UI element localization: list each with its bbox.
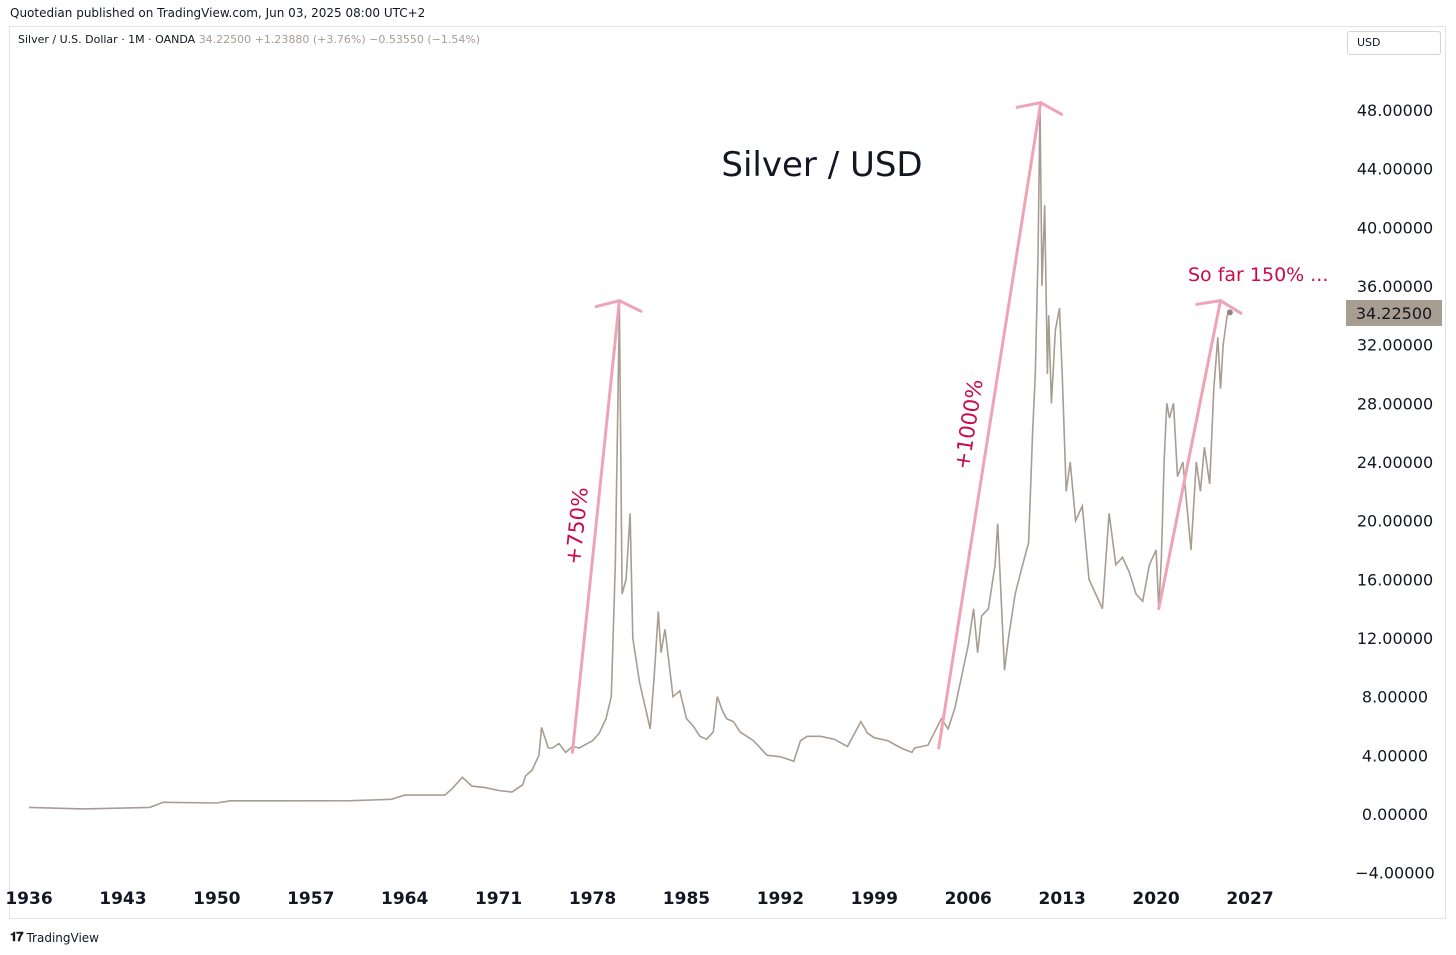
annotation-label: +750% [561, 486, 593, 566]
x-tick-label: 2020 [1132, 889, 1179, 909]
annotation-arrow-head [1218, 299, 1243, 315]
tradingview-brand[interactable]: 𝟏𝟕 TradingView [10, 930, 99, 945]
x-tick-label: 1978 [569, 889, 616, 909]
x-tick-label: 1943 [99, 889, 146, 909]
last-price-tag-bg [1346, 300, 1442, 326]
change-value: +1.23880 (+3.76%) [254, 33, 366, 46]
annotation-arrow-head [594, 299, 621, 309]
annotation-arrow-shaft [570, 299, 621, 754]
currency-button[interactable]: USD [1347, 31, 1441, 55]
annotation-arrows: +750% +1000% So far 150% ... [561, 101, 1328, 754]
tradingview-logo-icon: 𝟏𝟕 [10, 930, 24, 945]
last-price-dot [1226, 309, 1233, 316]
x-tick-label: 2013 [1038, 889, 1085, 909]
y-tick-label: 44.00000 [1357, 160, 1433, 179]
x-tick-label: 1992 [757, 889, 804, 909]
publisher-line: Quotedian published on TradingView.com, … [10, 6, 426, 20]
y-tick-label: −4.00000 [1355, 864, 1435, 883]
x-tick-label: 1964 [381, 889, 428, 909]
symbol-legend: Silver / U.S. Dollar · 1M · OANDA 34.225… [18, 33, 480, 46]
y-tick-label: 32.00000 [1357, 336, 1433, 355]
y-axis: 48.00000 44.00000 40.00000 36.00000 32.00000… [1355, 101, 1435, 883]
symbol-name: Silver / U.S. Dollar · 1M · OANDA [18, 33, 196, 46]
x-axis: 1936 1943 1950 1957 1964 1971 1978 1985 1992 1999… [5, 889, 1273, 909]
last-price-tag: 34.22500 [1346, 300, 1442, 326]
x-tick-label: 2006 [945, 889, 992, 909]
annotation-label: +1000% [950, 377, 988, 471]
annotation-label: So far 150% ... [1188, 264, 1328, 286]
last-price-tag-label: 34.22500 [1356, 304, 1432, 323]
chart-title: Silver / USD [721, 145, 922, 185]
y-tick-label: 16.00000 [1357, 570, 1433, 589]
annotation-arrow-head [1015, 101, 1043, 109]
x-tick-label: 2027 [1226, 889, 1273, 909]
annotation-arrow-head [1195, 299, 1222, 306]
y-tick-label: 4.00000 [1362, 746, 1428, 765]
y-tick-label: 40.00000 [1357, 218, 1433, 237]
x-tick-label: 1957 [287, 889, 334, 909]
x-tick-label: 1936 [5, 889, 52, 909]
last-value: 34.22500 [198, 33, 252, 46]
y-tick-label: 8.00000 [1362, 688, 1428, 707]
annotation-arrow-shaft [1157, 299, 1222, 611]
y-tick-label: 48.00000 [1357, 101, 1433, 120]
y-tick-label: 28.00000 [1357, 394, 1433, 413]
annotation-arrow-head [1039, 101, 1064, 116]
x-tick-label: 1999 [851, 889, 898, 909]
chart-frame [9, 26, 1446, 919]
y-tick-label: 20.00000 [1357, 512, 1433, 531]
tradingview-brand-label: TradingView [26, 930, 99, 945]
silver-price-line [28, 107, 1231, 810]
x-tick-label: 1985 [663, 889, 710, 909]
annotation-arrow-head [617, 299, 643, 313]
x-tick-label: 1971 [475, 889, 522, 909]
y-tick-label: 36.00000 [1357, 277, 1433, 296]
x-tick-label: 1950 [193, 889, 240, 909]
y-tick-label: 0.00000 [1362, 805, 1428, 824]
y-tick-label: 24.00000 [1357, 453, 1433, 472]
y-tick-label: 12.00000 [1357, 629, 1433, 648]
annotation-arrow-shaft [937, 101, 1043, 750]
change2-value: −0.53550 (−1.54%) [369, 33, 481, 46]
